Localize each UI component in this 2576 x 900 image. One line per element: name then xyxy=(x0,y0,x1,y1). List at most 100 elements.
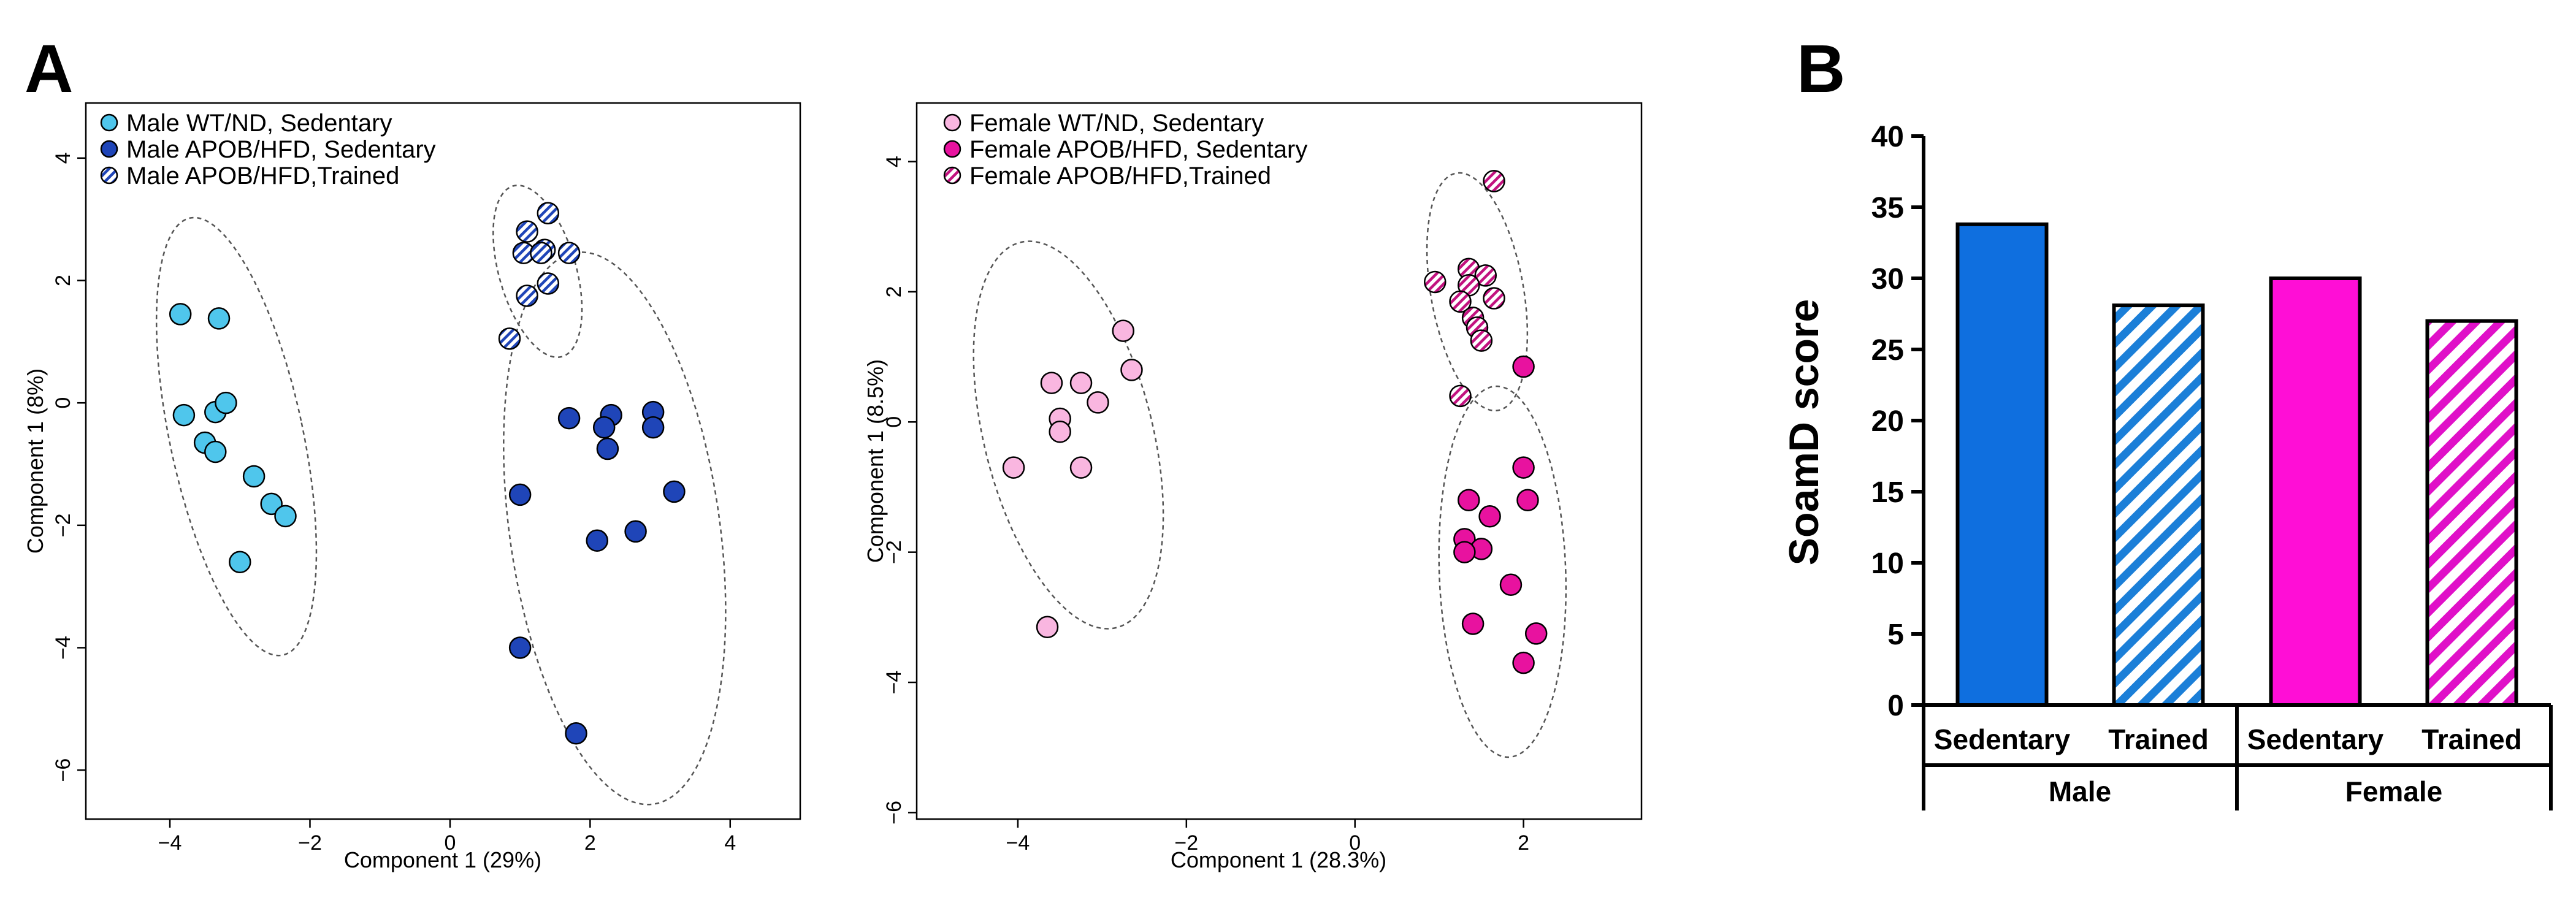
scatter-point xyxy=(1112,319,1134,342)
female-pca-xlabel: Component 1 (28.3%) xyxy=(1171,847,1386,872)
scatter-point xyxy=(641,416,665,439)
scatter-point xyxy=(242,465,266,488)
legend-marker-male-apob xyxy=(100,140,118,158)
scatter-point xyxy=(1516,489,1539,511)
scatter-point xyxy=(1478,505,1501,528)
scatter-point xyxy=(1069,456,1093,479)
bar-y-tick-label: 20 xyxy=(1871,405,1904,438)
legend-label-female-wt: Female WT/ND, Sedentary xyxy=(969,110,1264,137)
confidence-ellipse xyxy=(503,251,727,806)
scatter-point xyxy=(1483,170,1505,193)
scatter-point xyxy=(1449,290,1472,313)
scatter-point xyxy=(516,220,538,243)
scatter-point xyxy=(260,492,283,516)
bar-y-tick-label: 25 xyxy=(1871,334,1904,367)
scatter-point xyxy=(1120,359,1143,381)
scatter-point xyxy=(530,242,552,264)
confidence-ellipse xyxy=(973,240,1164,630)
bar-category-label: Sedentary xyxy=(1934,723,2071,755)
y-tick-label: −4 xyxy=(882,671,906,695)
confidence-ellipse xyxy=(1426,172,1529,412)
bar-category-label: Trained xyxy=(2421,723,2522,755)
x-tick-label: −4 xyxy=(158,831,182,855)
scatter-point xyxy=(557,406,581,430)
legend-marker-female-wt xyxy=(943,113,961,132)
x-tick-label: 0 xyxy=(1349,831,1361,855)
y-tick-label: −2 xyxy=(882,540,906,564)
scatter-point xyxy=(1499,573,1523,596)
female-pca-plot: −4 −2 0 2 −6 −4 −2 0 2 4 Component 1 (28.3%) Comp… xyxy=(863,102,1643,872)
scatter-point xyxy=(1087,391,1109,414)
legend-marker-female-trained xyxy=(943,166,961,185)
scatter-point xyxy=(624,520,647,543)
scatter-point xyxy=(215,391,237,414)
scatter-point xyxy=(557,242,581,264)
scatter-point xyxy=(1512,651,1535,674)
scatter-point xyxy=(1040,372,1063,394)
scatter-point xyxy=(586,529,609,552)
x-tick-label: −2 xyxy=(298,831,322,855)
bar xyxy=(1955,222,2049,707)
x-tick-label: 2 xyxy=(584,831,596,855)
bar xyxy=(2425,319,2518,707)
male-pca-frame xyxy=(85,102,801,820)
confidence-ellipse xyxy=(155,216,318,657)
scatter-point xyxy=(207,307,231,330)
scatter-point xyxy=(592,416,616,439)
scatter-point xyxy=(1512,355,1535,378)
scatter-point xyxy=(204,440,227,463)
confidence-ellipse xyxy=(492,185,583,358)
scatter-point xyxy=(498,327,521,350)
bar-category-label: Trained xyxy=(2108,723,2209,755)
legend-label-male-apob: Male APOB/HFD, Sedentary xyxy=(126,136,436,163)
bar xyxy=(2112,303,2205,707)
scatter-point xyxy=(516,284,538,307)
female-pca-frame xyxy=(915,102,1643,820)
y-tick-label: −6 xyxy=(882,801,906,825)
scatter-point xyxy=(274,505,297,528)
scatter-point xyxy=(1036,616,1059,639)
y-tick-label: 0 xyxy=(52,397,75,409)
bar-y-tick-label: 0 xyxy=(1887,690,1904,722)
scatter-point xyxy=(1474,264,1497,287)
bar-group-label-female: Female xyxy=(2345,776,2443,807)
legend-label-female-trained: Female APOB/HFD,Trained xyxy=(969,162,1271,189)
panel-label-b: B xyxy=(1797,31,1845,107)
scatter-point xyxy=(1483,287,1505,310)
legend-label-female-apob: Female APOB/HFD, Sedentary xyxy=(969,136,1307,163)
x-tick-label: 0 xyxy=(444,831,456,855)
x-tick-label: 4 xyxy=(724,831,736,855)
bar-y-tick-label: 10 xyxy=(1871,547,1904,580)
legend-marker-male-trained xyxy=(100,166,118,185)
legend-marker-male-wt xyxy=(100,113,118,132)
scatter-point xyxy=(508,483,532,506)
legend-label-male-wt: Male WT/ND, Sedentary xyxy=(126,110,392,137)
male-pca-xlabel: Component 1 (29%) xyxy=(344,847,541,872)
scatter-point xyxy=(172,403,196,427)
y-tick-label: −6 xyxy=(52,758,75,782)
scatter-point xyxy=(565,722,587,745)
scatter-point xyxy=(1049,420,1071,443)
x-tick-label: −2 xyxy=(1174,831,1198,855)
scatter-point xyxy=(1461,612,1485,635)
x-tick-label: 2 xyxy=(1518,831,1529,855)
y-tick-label: 0 xyxy=(882,416,906,428)
scatter-point xyxy=(1002,456,1025,479)
scatter-point xyxy=(663,480,686,503)
panel-label-a: A xyxy=(25,31,73,107)
scatter-point xyxy=(1449,384,1472,408)
bar-y-tick-label: 5 xyxy=(1887,619,1904,651)
scatter-point xyxy=(1069,372,1093,394)
scatter-point xyxy=(1470,329,1493,352)
scatter-point xyxy=(229,551,251,573)
scatter-point xyxy=(1512,456,1535,479)
male-pca-legend: Male WT/ND, Sedentary Male APOB/HFD, Sed… xyxy=(100,110,436,189)
y-tick-label: 2 xyxy=(882,286,906,297)
y-tick-label: 4 xyxy=(882,156,906,167)
bar xyxy=(2269,276,2362,707)
y-tick-label: 2 xyxy=(52,275,75,286)
y-tick-label: −4 xyxy=(52,636,75,660)
confidence-ellipse xyxy=(1438,385,1567,758)
bar-y-tick-label: 30 xyxy=(1871,263,1904,296)
scatter-point xyxy=(537,272,560,295)
